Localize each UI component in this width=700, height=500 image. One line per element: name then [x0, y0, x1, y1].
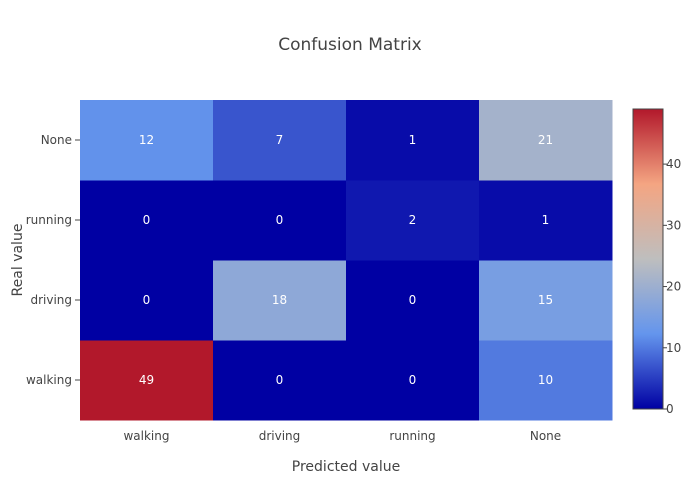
heatmap-cell-label: 7	[276, 133, 284, 147]
y-tick-label: None	[41, 133, 72, 147]
heatmap-cell	[346, 180, 480, 261]
heatmap-cell-label: 49	[139, 373, 154, 387]
colorbar-tick-label: 0	[666, 402, 674, 416]
heatmap-cell	[479, 340, 613, 421]
heatmap-cell-label: 10	[538, 373, 553, 387]
heatmap-cell	[479, 180, 613, 261]
y-axis-title: Real value	[10, 224, 26, 297]
y-tick-label: driving	[30, 293, 72, 307]
x-tick-label: walking	[123, 429, 169, 443]
heatmap-cell-label: 21	[538, 133, 553, 147]
heatmap-cell-label: 0	[143, 293, 151, 307]
x-axis-ticks: walking driving running None	[123, 429, 561, 443]
heatmap-cell	[346, 100, 480, 181]
colorbar-tick-label: 40	[666, 157, 681, 171]
colorbar-tick-label: 20	[666, 280, 681, 294]
heatmap-cell-label: 2	[409, 213, 417, 227]
heatmap-cell	[213, 100, 347, 181]
heatmap-cell-label: 15	[538, 293, 553, 307]
heatmap-cell-label: 0	[409, 373, 417, 387]
heatmap-cell	[80, 260, 214, 341]
heatmap-cell	[80, 180, 214, 261]
heatmap-cell-label: 0	[276, 213, 284, 227]
heatmap-cell-label: 18	[272, 293, 287, 307]
heatmap-cell-label: 0	[409, 293, 417, 307]
x-tick-label: driving	[259, 429, 301, 443]
colorbar	[632, 108, 664, 410]
heatmap-cell	[80, 100, 214, 181]
heatmap-cells	[80, 100, 613, 421]
x-tick-label: running	[389, 429, 435, 443]
colorbar-tick-label: 10	[666, 341, 681, 355]
colorbar-tick-label: 30	[666, 218, 681, 232]
heatmap-cell	[479, 260, 613, 341]
heatmap-cell	[213, 340, 347, 421]
heatmap-cell-label: 0	[276, 373, 284, 387]
heatmap-cell-label: 0	[143, 213, 151, 227]
y-axis-ticks: walking driving running None	[26, 133, 80, 387]
chart-title: Confusion Matrix	[278, 35, 422, 55]
x-axis-title: Predicted value	[292, 459, 400, 475]
y-tick-label: running	[26, 213, 72, 227]
heatmap-cell-label: 1	[542, 213, 550, 227]
heatmap-cell	[80, 340, 214, 421]
heatmap-cell	[213, 180, 347, 261]
heatmap-cell	[346, 260, 480, 341]
heatmap-cell-label: 1	[409, 133, 417, 147]
heatmap-cell	[213, 260, 347, 341]
y-tick-label: walking	[26, 373, 72, 387]
x-tick-label: None	[530, 429, 561, 443]
heatmap-cell-labels: 49 0 0 100 18 0 150 0 2 112 7 1 21	[139, 133, 553, 387]
heatmap-cell-label: 12	[139, 133, 154, 147]
heatmap-cell	[479, 100, 613, 181]
heatmap-cell	[346, 340, 480, 421]
colorbar-ticks: 0 10 20 30 40	[663, 157, 681, 416]
